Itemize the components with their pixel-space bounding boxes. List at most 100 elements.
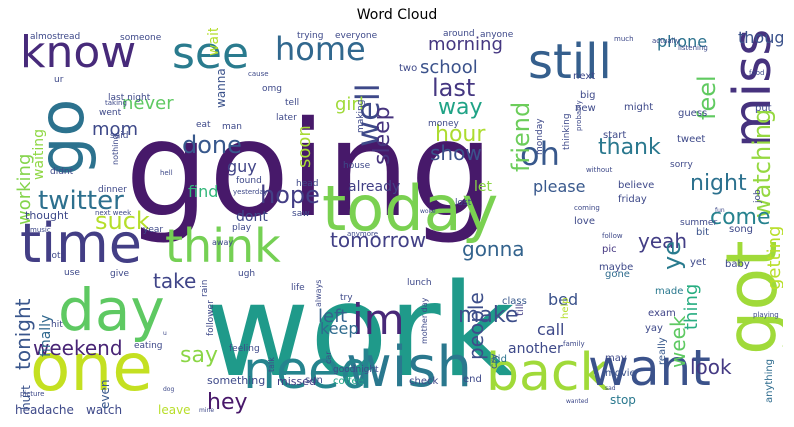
word-going: going — [125, 93, 494, 247]
word-year: year — [143, 225, 163, 235]
word-last: last — [432, 74, 475, 102]
word-see: see — [172, 28, 249, 79]
word-another: another — [508, 341, 563, 357]
word-already: already — [348, 179, 400, 195]
word-weekend: weekend — [33, 336, 123, 360]
word-yet: yet — [690, 257, 706, 268]
word-miss: miss — [723, 29, 783, 148]
word-tomorrow: tomorrow — [330, 228, 426, 252]
word-never: never — [122, 93, 174, 114]
word-taking: taking — [105, 99, 127, 107]
word-dont: dont — [236, 209, 268, 225]
word-making: making — [356, 100, 366, 133]
word-give: give — [110, 269, 130, 279]
word-end: end — [463, 374, 482, 385]
word-woke: woke — [420, 208, 436, 215]
word-stop: stop — [610, 393, 636, 407]
word-money: money — [428, 119, 460, 129]
word-thinking: thinking — [562, 113, 572, 150]
word-go: go — [25, 99, 98, 176]
word-please: please — [533, 177, 585, 196]
word-friday: friday — [618, 194, 647, 205]
word-work: work — [205, 257, 515, 406]
word-day: day — [58, 276, 165, 344]
word-tell: tell — [285, 98, 299, 108]
word-left: left — [318, 306, 347, 327]
word-went: went — [99, 108, 122, 118]
word-thank: thank — [598, 135, 661, 160]
word-come: come — [710, 205, 771, 230]
word-talk: talk — [267, 357, 276, 372]
word-mine: mine — [199, 407, 214, 414]
word-away: away — [212, 238, 233, 247]
word-might: might — [624, 102, 653, 113]
word-working: working — [15, 154, 35, 225]
word-even: even — [98, 380, 112, 409]
word-around: around — [443, 29, 475, 39]
word-two: two — [399, 63, 417, 74]
word-till: till — [515, 304, 526, 316]
word-twitter: twitter — [38, 186, 124, 216]
word-u: u — [163, 330, 167, 337]
word-everyone: everyone — [335, 31, 378, 41]
word-saw: saw — [292, 209, 310, 219]
word-tweet: tweet — [677, 134, 705, 145]
word-sleep: sleep — [370, 106, 395, 165]
word-follower: follower — [206, 300, 216, 336]
word-tonight: tonight — [15, 298, 35, 370]
word-wanna: wanna — [214, 68, 228, 108]
word-really: really — [657, 337, 668, 365]
word-wanted: wanted — [566, 398, 588, 405]
word-family: family — [563, 340, 585, 348]
word-next: next — [573, 71, 595, 82]
word-hurt: hurt — [19, 385, 33, 410]
word-girl: girl — [335, 94, 364, 115]
word-something: something — [207, 374, 265, 387]
word-always: always — [314, 280, 323, 307]
word-bed: bed — [548, 290, 578, 309]
word-follow: follow — [602, 232, 623, 240]
word-exam: exam — [648, 308, 676, 319]
word-home: home — [275, 30, 366, 68]
word-baby: baby — [725, 259, 750, 270]
word-anyone: anyone — [480, 30, 514, 40]
word-sad: sad — [605, 385, 616, 392]
word-sorry: sorry — [670, 160, 693, 170]
word-start: start — [603, 130, 626, 141]
word-lunch: lunch — [407, 278, 432, 288]
word-make: make — [458, 303, 518, 328]
word-suck: suck — [95, 207, 150, 235]
word-read: read — [60, 32, 80, 42]
word-new: new — [575, 103, 596, 114]
word-eating: eating — [134, 341, 163, 351]
word-cry: cry — [489, 353, 500, 369]
word-cause: cause — [248, 70, 269, 78]
word-didnt: didnt — [50, 167, 74, 177]
word-soon: soon — [294, 125, 315, 168]
word-life: life — [291, 283, 305, 293]
word-food: food — [749, 69, 764, 77]
word-man: man — [222, 122, 242, 132]
word-im: im — [352, 295, 405, 344]
word-say: say — [180, 343, 218, 368]
word-goodnight: goodnight — [333, 365, 379, 375]
word-school: school — [420, 57, 478, 78]
word-car: car — [324, 351, 333, 364]
word-monday: monday — [535, 118, 545, 155]
word-done: done — [182, 131, 242, 159]
word-coffee: coffee — [333, 376, 364, 387]
word-watching: watching — [748, 109, 776, 218]
word-know: know — [20, 28, 136, 78]
word-summer: summer — [680, 218, 717, 228]
word-want: want — [588, 339, 711, 397]
word-oh: oh — [520, 135, 560, 173]
word-probably: probably — [575, 100, 583, 131]
word-still: still — [528, 34, 612, 90]
word-head: head — [296, 179, 318, 189]
word-maybe: maybe — [599, 262, 633, 273]
word-someone: someone — [120, 33, 162, 43]
word-call: call — [537, 320, 565, 339]
word-getting: getting — [764, 226, 783, 290]
word-use: use — [64, 268, 80, 278]
